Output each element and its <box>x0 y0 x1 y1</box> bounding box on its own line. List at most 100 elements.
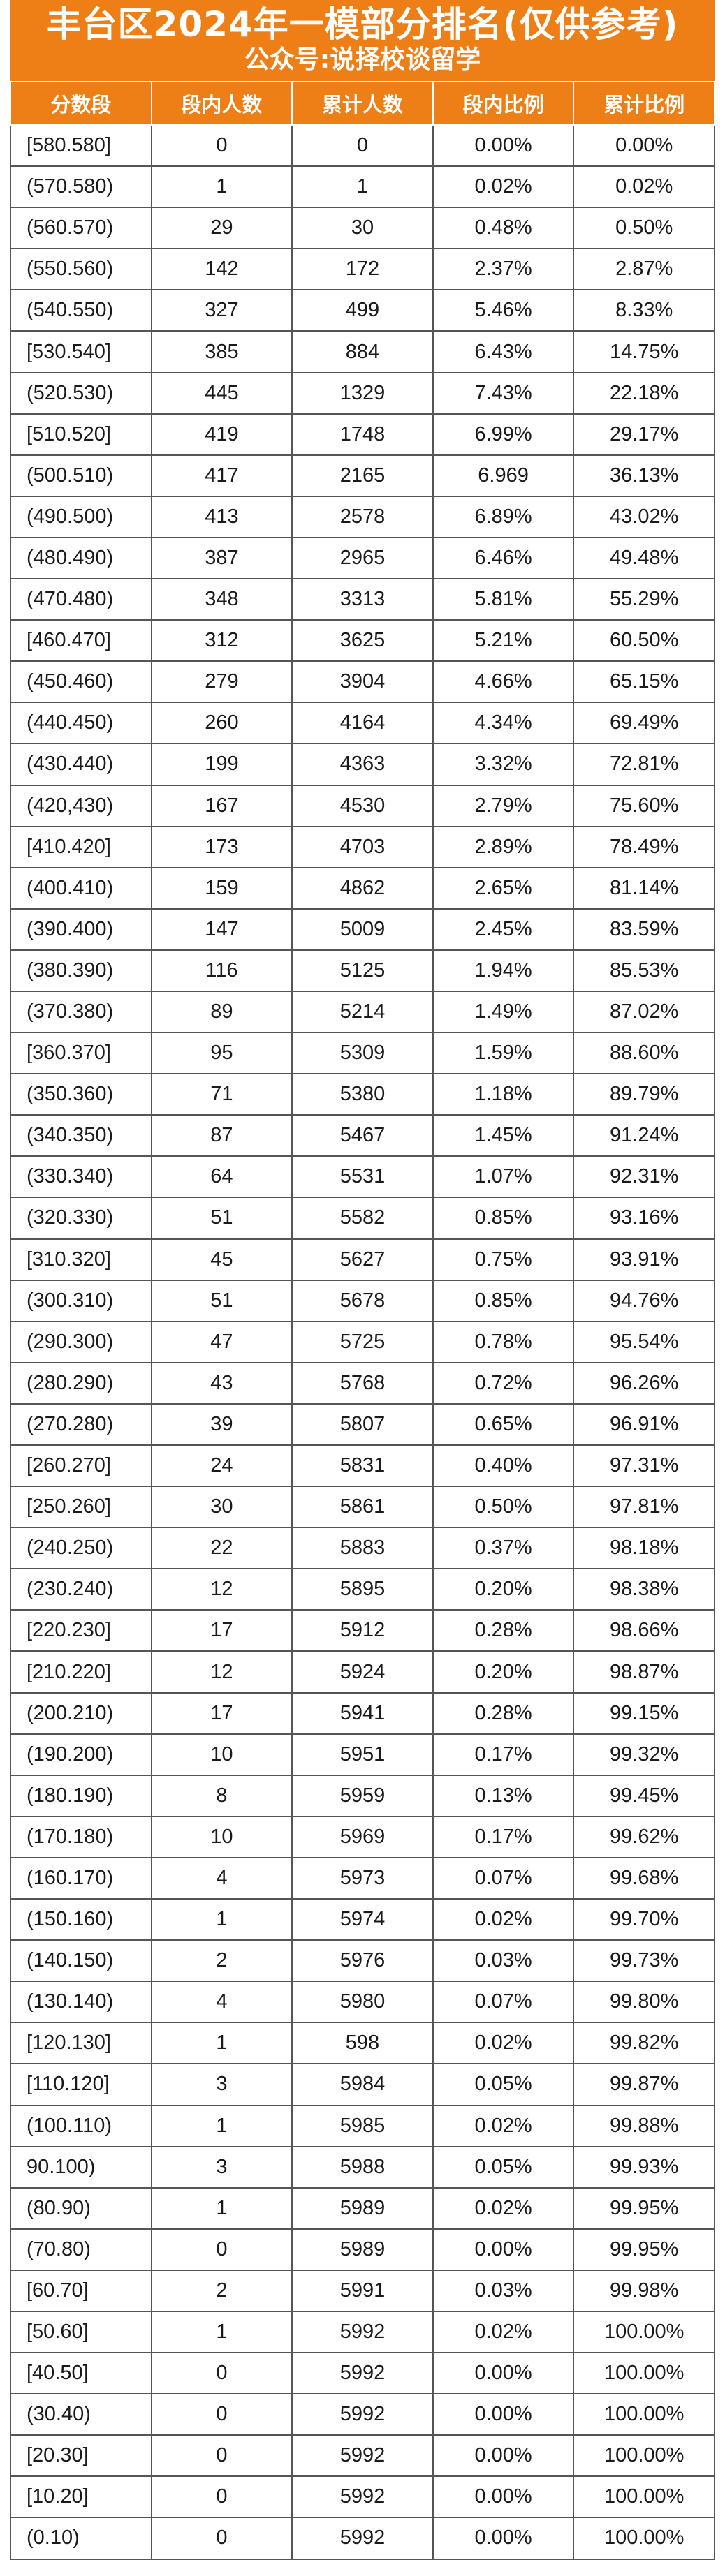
cell-segment-count: 173 <box>150 825 293 868</box>
cell-segment-ratio: 2.65% <box>432 866 575 910</box>
column-header-segment-count: 段内人数 <box>150 81 293 126</box>
cell-segment-count: 159 <box>150 866 293 910</box>
cell-score-range: (170.180) <box>10 1815 152 1858</box>
cell-segment-ratio: 0.02% <box>432 2186 575 2230</box>
table-row: (0.10) 0 5992 0.00% 100.00% <box>10 2517 715 2560</box>
cell-cumulative-ratio: 96.91% <box>573 1402 715 1446</box>
table-row: (140.150) 2 5976 0.03% 99.73% <box>10 1939 715 1983</box>
cell-segment-count: 279 <box>150 660 293 704</box>
cell-segment-count: 47 <box>150 1320 293 1363</box>
cell-segment-count: 1 <box>150 2022 293 2065</box>
cell-score-range: (80.90) <box>10 2186 152 2230</box>
cell-score-range: [410.420] <box>10 825 152 868</box>
cell-segment-ratio: 0.65% <box>432 1402 575 1446</box>
cell-cumulative-ratio: 98.66% <box>573 1609 715 1652</box>
cell-segment-ratio: 1.49% <box>432 990 575 1034</box>
cell-cumulative-count: 0 <box>291 124 434 168</box>
cell-segment-ratio: 0.85% <box>432 1197 575 1240</box>
table-row: (400.410) 159 4862 2.65% 81.14% <box>10 866 715 910</box>
cell-cumulative-count: 5992 <box>291 2393 434 2436</box>
cell-cumulative-count: 5380 <box>291 1073 434 1116</box>
cell-cumulative-ratio: 93.16% <box>573 1197 715 1240</box>
table-row: [530.540] 385 884 6.43% 14.75% <box>10 330 715 373</box>
cell-cumulative-count: 1 <box>291 165 434 209</box>
cell-segment-ratio: 0.00% <box>432 2434 575 2478</box>
cell-cumulative-ratio: 99.95% <box>573 2186 715 2230</box>
cell-cumulative-count: 5214 <box>291 990 434 1034</box>
cell-score-range: (270.280) <box>10 1402 152 1446</box>
cell-cumulative-ratio: 99.93% <box>573 2145 715 2189</box>
table-row: (300.310) 51 5678 0.85% 94.76% <box>10 1279 715 1322</box>
cell-segment-count: 167 <box>150 784 293 827</box>
cell-segment-count: 12 <box>150 1568 293 1611</box>
cell-segment-ratio: 6.99% <box>432 413 575 456</box>
cell-segment-count: 2 <box>150 2269 293 2312</box>
cell-cumulative-count: 5959 <box>291 1774 434 1817</box>
table-row: (180.190) 8 5959 0.13% 99.45% <box>10 1774 715 1817</box>
cell-segment-count: 12 <box>150 1650 293 1694</box>
ranking-table: 分数段 段内人数 累计人数 段内比例 累计比例 [580.580] 0 0 0.00%… <box>10 81 715 2560</box>
cell-segment-ratio: 1.45% <box>432 1114 575 1157</box>
cell-score-range: (540.550) <box>10 289 152 332</box>
cell-score-range: (160.170) <box>10 1856 152 1900</box>
table-row: [580.580] 0 0 0.00% 0.00% <box>10 124 715 168</box>
cell-segment-count: 43 <box>150 1361 293 1405</box>
cell-cumulative-ratio: 98.87% <box>573 1650 715 1694</box>
cell-segment-ratio: 6.969 <box>432 454 575 497</box>
cell-segment-ratio: 0.00% <box>432 2228 575 2271</box>
cell-segment-ratio: 0.17% <box>432 1733 575 1776</box>
table-row: (100.110) 1 5985 0.02% 99.88% <box>10 2104 715 2147</box>
cell-cumulative-ratio: 94.76% <box>573 1279 715 1322</box>
cell-score-range: [20.30] <box>10 2434 152 2478</box>
cell-cumulative-ratio: 89.79% <box>573 1073 715 1116</box>
cell-score-range: [580.580] <box>10 124 152 168</box>
table-row: [310.320] 45 5627 0.75% 93.91% <box>10 1238 715 1281</box>
table-row: (230.240) 12 5895 0.20% 98.38% <box>10 1568 715 1611</box>
table-row: (560.570) 29 30 0.48% 0.50% <box>10 207 715 250</box>
cell-segment-ratio: 0.00% <box>432 2517 575 2560</box>
cell-score-range: 90.100) <box>10 2145 152 2189</box>
cell-segment-count: 95 <box>150 1032 293 1075</box>
table-row: (330.340) 64 5531 1.07% 92.31% <box>10 1155 715 1199</box>
cell-cumulative-count: 5941 <box>291 1692 434 1735</box>
cell-cumulative-count: 5924 <box>291 1650 434 1694</box>
cell-segment-ratio: 0.07% <box>432 1856 575 1900</box>
cell-segment-count: 4 <box>150 1856 293 1900</box>
cell-cumulative-ratio: 96.26% <box>573 1361 715 1405</box>
cell-segment-ratio: 0.17% <box>432 1815 575 1858</box>
cell-score-range: (200.210) <box>10 1692 152 1735</box>
cell-cumulative-count: 5883 <box>291 1527 434 1570</box>
table-row: (570.580) 1 1 0.02% 0.02% <box>10 165 715 209</box>
cell-cumulative-ratio: 75.60% <box>573 784 715 827</box>
cell-segment-ratio: 1.07% <box>432 1155 575 1199</box>
cell-score-range: (380.390) <box>10 949 152 992</box>
cell-cumulative-ratio: 99.70% <box>573 1898 715 1941</box>
cell-score-range: (490.500) <box>10 495 152 538</box>
cell-cumulative-count: 3313 <box>291 578 434 621</box>
cell-cumulative-ratio: 85.53% <box>573 949 715 992</box>
cell-segment-count: 30 <box>150 1486 293 1529</box>
cell-segment-count: 417 <box>150 454 293 497</box>
cell-segment-ratio: 0.20% <box>432 1568 575 1611</box>
cell-score-range: (520.530) <box>10 371 152 415</box>
cell-cumulative-count: 2165 <box>291 454 434 497</box>
cell-score-range: (560.570) <box>10 207 152 250</box>
cell-segment-count: 87 <box>150 1114 293 1157</box>
cell-score-range: [10.20] <box>10 2475 152 2519</box>
cell-score-range: [50.60] <box>10 2310 152 2354</box>
cell-cumulative-ratio: 78.49% <box>573 825 715 868</box>
cell-cumulative-count: 5951 <box>291 1733 434 1776</box>
cell-segment-count: 2 <box>150 1939 293 1983</box>
cell-segment-count: 1 <box>150 2104 293 2147</box>
table-row: (380.390) 116 5125 1.94% 85.53% <box>10 949 715 992</box>
cell-cumulative-ratio: 98.38% <box>573 1568 715 1611</box>
cell-cumulative-ratio: 36.13% <box>573 454 715 497</box>
cell-segment-count: 51 <box>150 1197 293 1240</box>
cell-cumulative-count: 30 <box>291 207 434 250</box>
cell-score-range: [460.470] <box>10 619 152 662</box>
cell-score-range: [120.130] <box>10 2022 152 2065</box>
cell-segment-ratio: 0.50% <box>432 1486 575 1529</box>
cell-segment-count: 312 <box>150 619 293 662</box>
table-header-row: 分数段 段内人数 累计人数 段内比例 累计比例 <box>10 81 715 126</box>
cell-score-range: [210.220] <box>10 1650 152 1694</box>
